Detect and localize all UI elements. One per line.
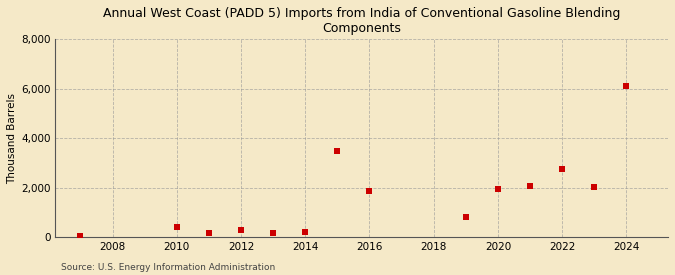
Y-axis label: Thousand Barrels: Thousand Barrels: [7, 93, 17, 184]
Title: Annual West Coast (PADD 5) Imports from India of Conventional Gasoline Blending
: Annual West Coast (PADD 5) Imports from …: [103, 7, 620, 35]
Point: [171, 224, 182, 229]
Point: [364, 189, 375, 194]
Point: [75, 234, 86, 238]
Point: [589, 185, 599, 189]
Point: [493, 186, 504, 191]
Point: [557, 167, 568, 171]
Point: [460, 214, 471, 219]
Point: [524, 184, 535, 188]
Text: Source: U.S. Energy Information Administration: Source: U.S. Energy Information Administ…: [61, 263, 275, 272]
Point: [236, 228, 246, 232]
Point: [203, 230, 214, 235]
Point: [332, 148, 343, 153]
Point: [621, 84, 632, 88]
Point: [300, 230, 310, 234]
Point: [268, 231, 279, 235]
